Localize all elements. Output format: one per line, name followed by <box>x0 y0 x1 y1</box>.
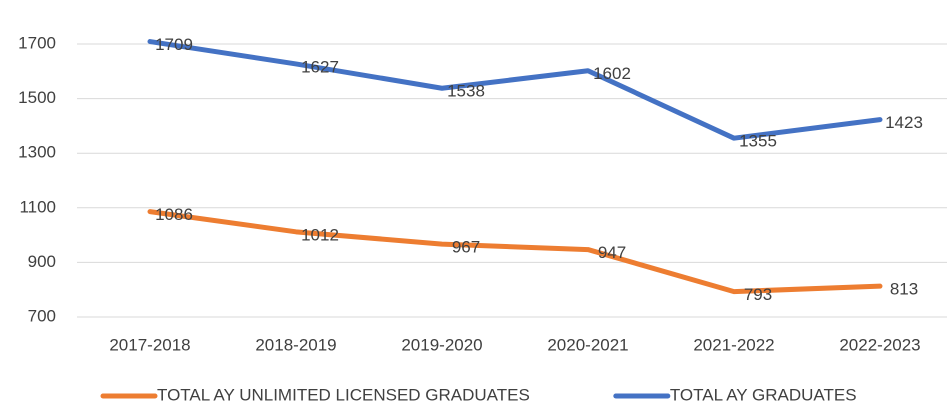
data-label: 1709 <box>155 35 193 54</box>
y-tick-label: 1700 <box>18 33 56 52</box>
y-tick-label: 700 <box>28 306 56 325</box>
data-label: 1012 <box>301 225 339 244</box>
legend-label: TOTAL AY GRADUATES <box>670 385 857 404</box>
y-tick-label: 1500 <box>18 88 56 107</box>
legend-label: TOTAL AY UNLIMITED LICENSED GRADUATES <box>157 385 530 404</box>
x-tick-label: 2021-2022 <box>693 335 774 354</box>
x-tick-label: 2022-2023 <box>839 335 920 354</box>
x-tick-label: 2018-2019 <box>255 335 336 354</box>
data-label: 1355 <box>739 132 777 151</box>
y-tick-label: 1100 <box>19 197 56 216</box>
data-label: 1423 <box>885 113 923 132</box>
y-tick-label: 900 <box>28 252 56 271</box>
data-label: 1086 <box>155 205 193 224</box>
series-line <box>147 209 883 295</box>
data-label: 947 <box>598 243 626 262</box>
x-tick-label: 2020-2021 <box>547 335 628 354</box>
y-tick-label: 1300 <box>18 143 56 162</box>
data-label: 1627 <box>301 57 339 76</box>
series-line <box>147 39 883 141</box>
data-label: 967 <box>452 238 480 257</box>
data-label: 793 <box>744 285 772 304</box>
data-label: 1602 <box>593 64 631 83</box>
data-label: 813 <box>890 280 918 299</box>
x-tick-label: 2017-2018 <box>109 335 190 354</box>
x-tick-label: 2019-2020 <box>401 335 482 354</box>
data-label: 1538 <box>447 82 485 101</box>
